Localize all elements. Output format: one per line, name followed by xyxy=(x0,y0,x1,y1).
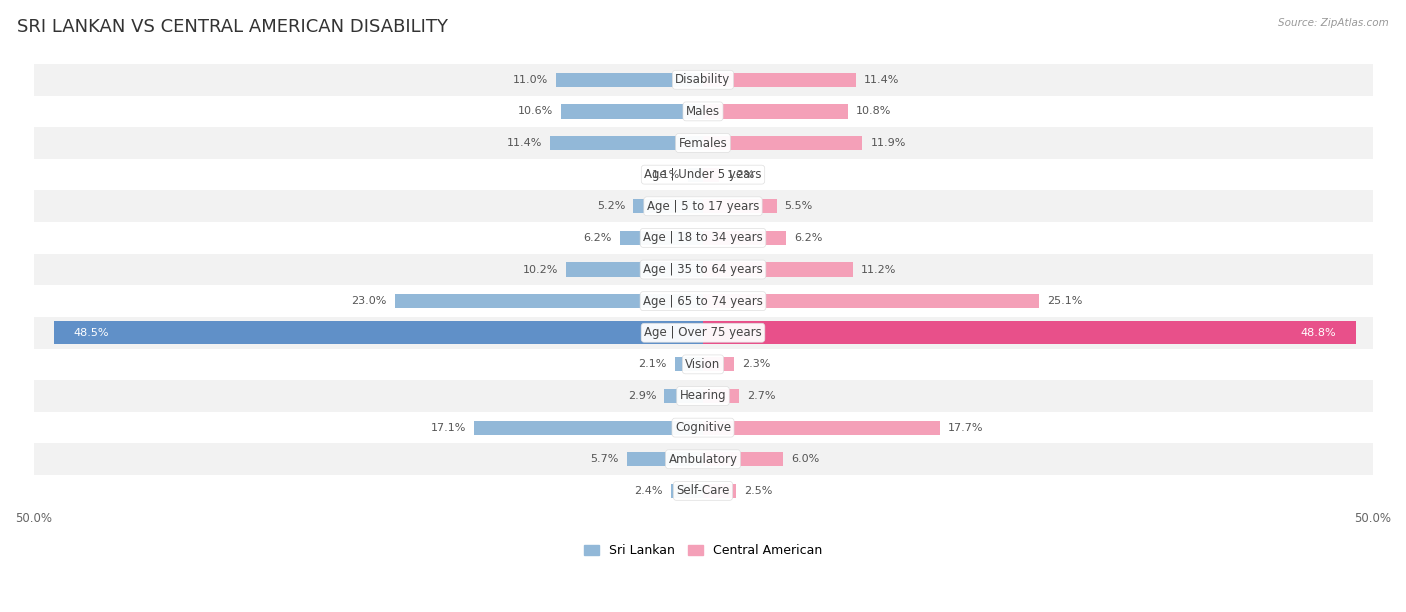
Bar xyxy=(34,380,1372,412)
Text: Age | 65 to 74 years: Age | 65 to 74 years xyxy=(643,294,763,308)
Text: 25.1%: 25.1% xyxy=(1047,296,1083,306)
Text: 23.0%: 23.0% xyxy=(352,296,387,306)
Bar xyxy=(474,420,703,435)
Bar xyxy=(633,199,703,214)
Bar xyxy=(34,475,1372,507)
Text: Vision: Vision xyxy=(685,358,721,371)
Bar xyxy=(34,285,1372,317)
Text: 2.7%: 2.7% xyxy=(747,391,776,401)
Text: 11.4%: 11.4% xyxy=(508,138,543,148)
Text: 2.4%: 2.4% xyxy=(634,486,662,496)
Bar xyxy=(703,136,862,150)
Text: 1.1%: 1.1% xyxy=(652,170,681,180)
Bar xyxy=(34,190,1372,222)
Text: Age | 18 to 34 years: Age | 18 to 34 years xyxy=(643,231,763,244)
Bar xyxy=(703,420,941,435)
Text: 2.3%: 2.3% xyxy=(742,359,770,370)
Text: 5.7%: 5.7% xyxy=(591,454,619,465)
Text: 10.6%: 10.6% xyxy=(517,106,553,116)
Bar xyxy=(703,263,853,277)
Bar xyxy=(34,317,1372,349)
Bar xyxy=(34,127,1372,159)
Text: Cognitive: Cognitive xyxy=(675,421,731,434)
Text: SRI LANKAN VS CENTRAL AMERICAN DISABILITY: SRI LANKAN VS CENTRAL AMERICAN DISABILIT… xyxy=(17,18,449,36)
Bar xyxy=(675,357,703,371)
Text: Self-Care: Self-Care xyxy=(676,484,730,498)
Text: 2.1%: 2.1% xyxy=(638,359,666,370)
Text: 6.2%: 6.2% xyxy=(583,233,612,243)
Text: 48.8%: 48.8% xyxy=(1301,328,1336,338)
Text: 11.2%: 11.2% xyxy=(860,264,897,275)
Bar xyxy=(34,159,1372,190)
Bar xyxy=(34,349,1372,380)
Bar xyxy=(34,222,1372,254)
Text: 11.9%: 11.9% xyxy=(870,138,905,148)
Bar xyxy=(34,95,1372,127)
Text: Age | Over 75 years: Age | Over 75 years xyxy=(644,326,762,339)
Bar xyxy=(550,136,703,150)
Bar xyxy=(567,263,703,277)
Bar xyxy=(703,231,786,245)
Bar xyxy=(703,483,737,498)
Bar xyxy=(703,168,718,182)
Text: Age | 35 to 64 years: Age | 35 to 64 years xyxy=(643,263,763,276)
Bar xyxy=(34,444,1372,475)
Bar xyxy=(703,294,1039,308)
Text: Age | 5 to 17 years: Age | 5 to 17 years xyxy=(647,200,759,213)
Text: 48.5%: 48.5% xyxy=(73,328,110,338)
Text: Age | Under 5 years: Age | Under 5 years xyxy=(644,168,762,181)
Text: 10.8%: 10.8% xyxy=(856,106,891,116)
Text: 5.5%: 5.5% xyxy=(785,201,813,211)
Bar xyxy=(34,64,1372,95)
Bar xyxy=(555,73,703,87)
Text: 1.2%: 1.2% xyxy=(727,170,755,180)
Text: Hearing: Hearing xyxy=(679,389,727,403)
Text: 11.4%: 11.4% xyxy=(863,75,898,85)
Bar xyxy=(395,294,703,308)
Text: Ambulatory: Ambulatory xyxy=(668,453,738,466)
Text: 11.0%: 11.0% xyxy=(512,75,548,85)
Text: 10.2%: 10.2% xyxy=(523,264,558,275)
Bar xyxy=(664,389,703,403)
Text: Disability: Disability xyxy=(675,73,731,86)
Text: Males: Males xyxy=(686,105,720,118)
Text: 2.5%: 2.5% xyxy=(745,486,773,496)
Text: 2.9%: 2.9% xyxy=(627,391,657,401)
Text: Females: Females xyxy=(679,136,727,149)
Text: 17.1%: 17.1% xyxy=(430,423,465,433)
Bar xyxy=(703,357,734,371)
Bar xyxy=(703,452,783,466)
Bar xyxy=(703,389,740,403)
Bar xyxy=(703,321,1357,344)
Bar xyxy=(703,104,848,119)
Text: 17.7%: 17.7% xyxy=(948,423,984,433)
Bar xyxy=(627,452,703,466)
Bar xyxy=(561,104,703,119)
Text: 5.2%: 5.2% xyxy=(598,201,626,211)
Bar xyxy=(53,321,703,344)
Bar xyxy=(703,73,856,87)
Bar xyxy=(671,483,703,498)
Bar xyxy=(34,254,1372,285)
Text: Source: ZipAtlas.com: Source: ZipAtlas.com xyxy=(1278,18,1389,28)
Text: 6.0%: 6.0% xyxy=(792,454,820,465)
Text: 6.2%: 6.2% xyxy=(794,233,823,243)
Bar xyxy=(703,199,776,214)
Bar xyxy=(34,412,1372,444)
Bar xyxy=(689,168,703,182)
Legend: Sri Lankan, Central American: Sri Lankan, Central American xyxy=(579,539,827,562)
Bar xyxy=(620,231,703,245)
